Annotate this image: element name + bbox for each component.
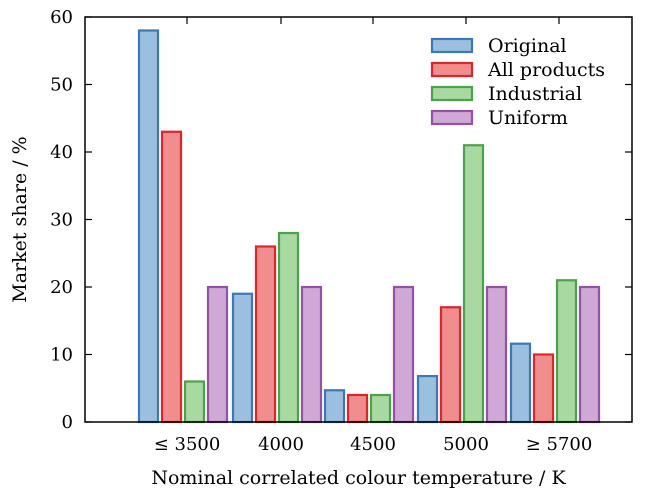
y-axis-label: Market share / % (9, 136, 31, 302)
x-tick-label: 4500 (350, 434, 396, 455)
y-tick-label: 50 (50, 75, 73, 96)
x-axis-label: Nominal correlated colour temperature / … (151, 467, 566, 489)
bar-original (137, 29, 160, 424)
y-tick-label: 0 (62, 412, 73, 433)
legend-label: Industrial (488, 83, 582, 105)
legend-label: All products (487, 59, 605, 81)
legend-label: Original (488, 35, 567, 57)
x-tick-label: ≥ 5700 (526, 434, 593, 455)
bar-original (323, 389, 346, 424)
bar-original (231, 292, 254, 424)
bar-all-products (532, 353, 555, 424)
bar-original (416, 375, 439, 424)
legend-swatch (430, 85, 474, 102)
bar-all-products (346, 393, 369, 424)
y-tick-labels: 0 10 20 30 40 50 60 (50, 7, 73, 433)
x-tick-label: 5000 (443, 434, 489, 455)
bar-uniform (392, 285, 415, 424)
bar-uniform (485, 285, 508, 424)
bar-industrial (277, 231, 300, 424)
bar-uniform (300, 285, 323, 424)
legend-swatch (430, 37, 474, 54)
y-tick-label: 20 (50, 277, 73, 298)
bar-industrial (462, 144, 485, 424)
y-tick-label: 40 (50, 142, 73, 163)
bar-original (509, 342, 532, 424)
legend-label: Uniform (488, 107, 568, 129)
x-tick-labels: ≤ 3500 4000 4500 5000 ≥ 5700 (154, 434, 593, 455)
bar-all-products (160, 130, 183, 424)
x-tick-label: 4000 (258, 434, 304, 455)
y-tick-label: 60 (50, 7, 73, 28)
bar-industrial (369, 393, 392, 424)
y-tick-label: 10 (50, 345, 73, 366)
bar-industrial (555, 279, 578, 424)
bar-all-products (254, 245, 277, 424)
legend-swatch (430, 109, 474, 126)
legend-swatch (430, 61, 474, 78)
bar-uniform (578, 285, 601, 424)
bar-industrial (183, 380, 206, 424)
y-tick-label: 30 (50, 210, 73, 231)
plot-frame (84, 16, 633, 423)
bar-all-products (439, 306, 462, 424)
x-tick-label: ≤ 3500 (154, 434, 221, 455)
bar-uniform (206, 285, 229, 424)
